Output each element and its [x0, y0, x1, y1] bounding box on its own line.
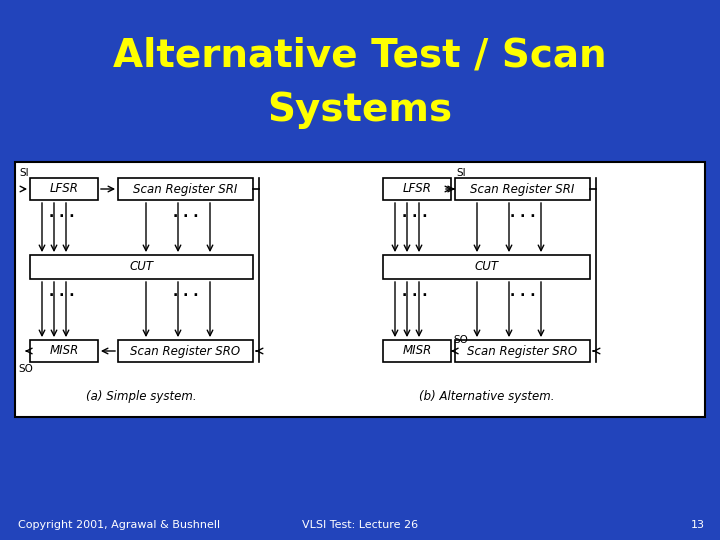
Text: CUT: CUT	[130, 260, 153, 273]
Text: · · ·: · · ·	[510, 210, 535, 224]
Text: SI: SI	[19, 168, 29, 178]
Text: · · ·: · · ·	[49, 289, 75, 303]
Text: · · ·: · · ·	[49, 210, 75, 224]
Text: Scan Register SRO: Scan Register SRO	[130, 345, 240, 357]
Text: MISR: MISR	[50, 345, 78, 357]
Text: Scan Register SRO: Scan Register SRO	[467, 345, 577, 357]
Text: LFSR: LFSR	[402, 183, 431, 195]
Bar	[118, 340, 253, 362]
Text: Copyright 2001, Agrawal & Bushnell: Copyright 2001, Agrawal & Bushnell	[18, 520, 220, 530]
Bar	[383, 340, 451, 362]
Bar	[15, 162, 705, 417]
Text: SI: SI	[456, 168, 466, 178]
Text: SO: SO	[453, 335, 468, 345]
Text: · · ·: · · ·	[402, 210, 428, 224]
Bar	[455, 178, 590, 200]
Bar	[118, 178, 253, 200]
Text: Scan Register SRI: Scan Register SRI	[470, 183, 575, 195]
Text: CUT: CUT	[474, 260, 498, 273]
Text: LFSR: LFSR	[50, 183, 78, 195]
Text: · · ·: · · ·	[510, 289, 535, 303]
Text: (a) Simple system.: (a) Simple system.	[86, 390, 197, 403]
Text: Systems: Systems	[267, 91, 453, 129]
Bar	[455, 340, 590, 362]
Text: · · ·: · · ·	[402, 289, 428, 303]
Text: · · ·: · · ·	[173, 289, 198, 303]
Text: Scan Register SRI: Scan Register SRI	[133, 183, 238, 195]
Text: MISR: MISR	[402, 345, 431, 357]
Bar	[383, 255, 590, 279]
Bar	[383, 178, 451, 200]
Text: SO: SO	[18, 364, 33, 374]
Text: Alternative Test / Scan: Alternative Test / Scan	[113, 36, 607, 74]
Text: VLSI Test: Lecture 26: VLSI Test: Lecture 26	[302, 520, 418, 530]
Text: 13: 13	[691, 520, 705, 530]
Text: · · ·: · · ·	[173, 210, 198, 224]
Bar	[30, 178, 98, 200]
Bar	[30, 340, 98, 362]
Text: (b) Alternative system.: (b) Alternative system.	[419, 390, 554, 403]
Bar	[30, 255, 253, 279]
